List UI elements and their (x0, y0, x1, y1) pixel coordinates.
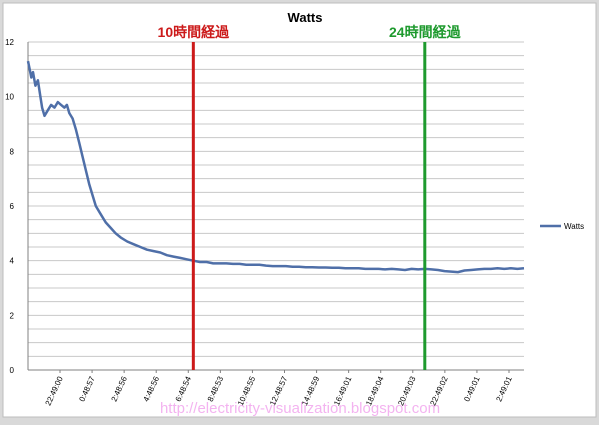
y-axis-ticks: 0 2 4 6 8 10 12 (5, 38, 14, 375)
gridlines (28, 41, 524, 357)
y-tick-label: 4 (10, 257, 15, 266)
chart-area (2, 2, 597, 418)
legend: Watts (540, 222, 584, 231)
y-tick-label: 0 (10, 366, 15, 375)
y-tick-label: 12 (5, 38, 14, 47)
annotation-label-0: 10時間経過 (158, 24, 231, 40)
y-tick-label: 8 (10, 147, 15, 156)
y-tick-label: 10 (5, 93, 14, 102)
annotations: 10時間経過 24時間経過 (158, 24, 462, 370)
watermark: http://electricity-visualization.blogspo… (160, 400, 440, 417)
annotation-label-1: 24時間経過 (389, 24, 462, 40)
y-tick-label: 6 (10, 202, 15, 211)
legend-label: Watts (564, 222, 584, 231)
chart-title: Watts (288, 10, 323, 25)
y-tick-label: 2 (10, 311, 15, 320)
